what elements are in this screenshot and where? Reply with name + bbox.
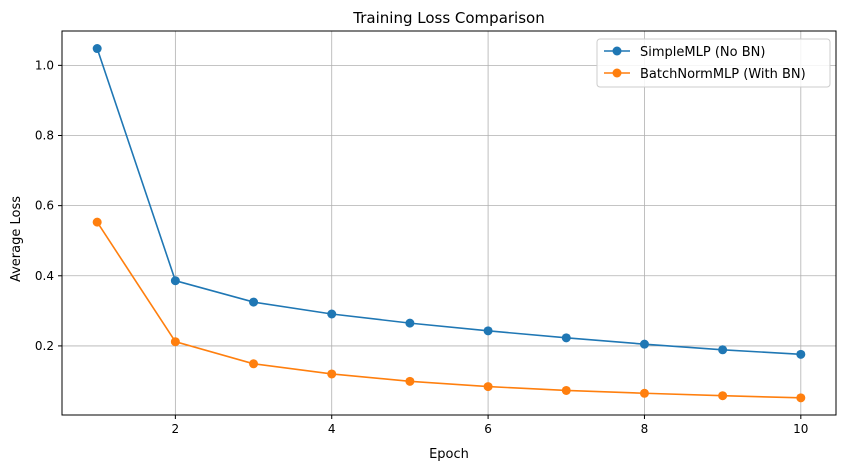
data-point bbox=[796, 349, 806, 359]
x-axis-label: Epoch bbox=[429, 447, 469, 462]
y-axis-label: Average Loss bbox=[9, 196, 24, 282]
legend-marker bbox=[612, 68, 622, 78]
data-point bbox=[170, 276, 180, 286]
x-tick-label: 6 bbox=[484, 422, 492, 436]
data-point bbox=[639, 388, 649, 398]
data-point bbox=[796, 393, 806, 403]
legend: SimpleMLP (No BN) BatchNormMLP (With BN) bbox=[596, 38, 831, 88]
data-point bbox=[327, 309, 337, 319]
x-tick-label: 4 bbox=[328, 422, 336, 436]
data-point bbox=[718, 345, 728, 355]
y-tick-label: 0.6 bbox=[35, 199, 54, 213]
series-1 bbox=[92, 44, 806, 359]
legend-box bbox=[596, 38, 831, 88]
legend-item: SimpleMLP (No BN) bbox=[604, 45, 765, 60]
y-tick-label: 0.2 bbox=[35, 339, 54, 353]
data-point bbox=[405, 376, 415, 386]
series-line bbox=[96, 221, 801, 399]
y-tick-label: 0.4 bbox=[35, 269, 54, 283]
series-layer bbox=[92, 44, 806, 403]
x-tick-label: 8 bbox=[641, 422, 649, 436]
grid bbox=[62, 31, 836, 415]
y-tick-label: 0.8 bbox=[35, 129, 54, 143]
data-point bbox=[718, 391, 728, 401]
data-point bbox=[483, 382, 493, 392]
data-point bbox=[92, 44, 102, 54]
data-point bbox=[92, 217, 102, 227]
legend-label: BatchNormMLP (With BN) bbox=[640, 67, 806, 82]
data-point bbox=[170, 337, 180, 347]
x-tick-label: 10 bbox=[793, 422, 808, 436]
data-point bbox=[639, 339, 649, 349]
legend-item: BatchNormMLP (With BN) bbox=[604, 67, 806, 82]
legend-marker bbox=[612, 46, 622, 56]
data-point bbox=[561, 333, 571, 343]
chart-title: Training Loss Comparison bbox=[352, 9, 544, 27]
y-tick-label: 1.0 bbox=[35, 58, 54, 72]
series-2 bbox=[92, 217, 806, 403]
data-point bbox=[249, 359, 259, 369]
data-point bbox=[327, 369, 337, 379]
legend-label: SimpleMLP (No BN) bbox=[640, 45, 765, 60]
data-point bbox=[405, 318, 415, 328]
data-point bbox=[249, 297, 259, 307]
series-line bbox=[96, 48, 801, 356]
x-tick-label: 2 bbox=[172, 422, 180, 436]
data-point bbox=[483, 326, 493, 336]
plot-frame bbox=[61, 30, 837, 416]
axis-ticks: 2 4 6 8 10 0.2 0.4 0.6 0.8 1.0 bbox=[35, 58, 809, 436]
data-point bbox=[561, 385, 571, 395]
